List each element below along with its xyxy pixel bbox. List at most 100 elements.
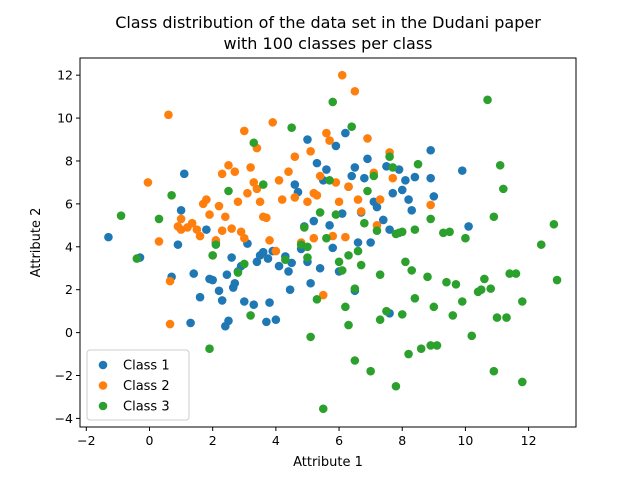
legend-label: Class 3 bbox=[123, 400, 170, 415]
data-point bbox=[505, 269, 514, 278]
data-point bbox=[236, 227, 246, 237]
data-point bbox=[401, 257, 410, 267]
data-point bbox=[239, 233, 249, 243]
data-point bbox=[249, 178, 259, 187]
data-point bbox=[315, 171, 325, 181]
x-tick-label: 6 bbox=[335, 433, 343, 448]
data-point bbox=[489, 212, 499, 222]
data-point bbox=[222, 270, 232, 279]
data-point bbox=[176, 214, 186, 224]
data-point bbox=[277, 195, 287, 204]
data-point bbox=[360, 218, 369, 228]
data-point bbox=[426, 341, 435, 350]
data-point bbox=[230, 278, 240, 288]
data-point bbox=[154, 214, 164, 224]
data-point bbox=[284, 267, 293, 276]
data-point bbox=[224, 316, 233, 326]
data-point bbox=[549, 219, 559, 229]
data-point bbox=[322, 128, 331, 138]
y-tick-label: −2 bbox=[55, 368, 73, 383]
x-tick-label: −2 bbox=[77, 433, 95, 448]
data-point bbox=[511, 269, 521, 278]
data-point bbox=[116, 211, 126, 220]
data-point bbox=[258, 180, 268, 189]
data-point bbox=[536, 240, 546, 249]
data-point bbox=[397, 310, 407, 319]
data-point bbox=[214, 201, 224, 211]
data-point bbox=[410, 225, 420, 234]
data-point bbox=[344, 251, 353, 260]
data-point bbox=[334, 257, 344, 267]
data-point bbox=[464, 222, 473, 231]
data-point bbox=[318, 290, 328, 300]
data-point bbox=[290, 152, 300, 161]
x-tick-label: 2 bbox=[209, 433, 217, 448]
data-point bbox=[344, 182, 353, 192]
data-point bbox=[281, 255, 290, 264]
data-point bbox=[382, 306, 391, 316]
data-point bbox=[154, 237, 164, 246]
data-point bbox=[483, 95, 492, 105]
data-point bbox=[517, 377, 527, 387]
data-point bbox=[407, 266, 417, 275]
data-point bbox=[331, 141, 341, 151]
y-tick-label: 8 bbox=[65, 153, 73, 168]
data-point bbox=[429, 302, 439, 312]
data-point bbox=[306, 147, 315, 156]
data-point bbox=[344, 320, 353, 330]
y-axis-label: Attribute 2 bbox=[29, 208, 44, 278]
data-point bbox=[214, 286, 224, 296]
legend-label: Class 2 bbox=[123, 379, 170, 394]
data-point bbox=[271, 246, 281, 256]
data-point bbox=[407, 206, 417, 215]
data-point bbox=[331, 210, 341, 219]
data-point bbox=[312, 158, 322, 168]
data-point bbox=[265, 298, 274, 307]
data-point bbox=[486, 284, 496, 293]
data-point bbox=[322, 233, 331, 243]
data-point bbox=[341, 128, 350, 138]
data-point bbox=[341, 302, 350, 312]
data-point bbox=[300, 223, 309, 232]
data-point bbox=[426, 173, 435, 183]
data-point bbox=[246, 311, 255, 320]
data-point bbox=[391, 381, 401, 391]
data-point bbox=[104, 232, 113, 242]
data-point bbox=[448, 311, 458, 320]
data-point bbox=[262, 213, 271, 223]
data-point bbox=[480, 274, 489, 284]
data-point bbox=[356, 207, 366, 216]
x-tick-label: 0 bbox=[146, 433, 154, 448]
data-point bbox=[274, 175, 284, 185]
data-point bbox=[353, 238, 363, 247]
data-point bbox=[388, 188, 398, 198]
legend: Class 1 Class 2 Class 3 bbox=[86, 349, 190, 421]
data-point bbox=[410, 172, 420, 182]
data-point bbox=[217, 226, 227, 236]
data-point bbox=[385, 225, 394, 234]
data-point bbox=[287, 123, 296, 133]
data-point bbox=[258, 247, 268, 257]
points-layer bbox=[104, 70, 562, 414]
data-point bbox=[176, 206, 186, 215]
data-point bbox=[255, 197, 265, 207]
x-axis: −2 0 2 4 6 8 10 12 bbox=[77, 427, 537, 448]
data-point bbox=[426, 214, 435, 224]
data-point bbox=[366, 238, 375, 247]
data-point bbox=[271, 315, 281, 325]
data-point bbox=[375, 315, 385, 325]
data-point bbox=[217, 296, 227, 305]
data-point bbox=[312, 295, 322, 304]
legend-label: Class 1 bbox=[123, 359, 170, 374]
data-point bbox=[249, 138, 259, 148]
data-point bbox=[369, 171, 379, 181]
data-point bbox=[467, 331, 477, 341]
data-point bbox=[233, 268, 243, 277]
series-3 bbox=[116, 95, 562, 414]
chart-title: Class distribution of the data set in th… bbox=[115, 13, 541, 53]
data-point bbox=[205, 344, 214, 353]
data-point bbox=[303, 253, 312, 262]
data-point bbox=[263, 254, 273, 263]
data-point bbox=[451, 280, 461, 289]
